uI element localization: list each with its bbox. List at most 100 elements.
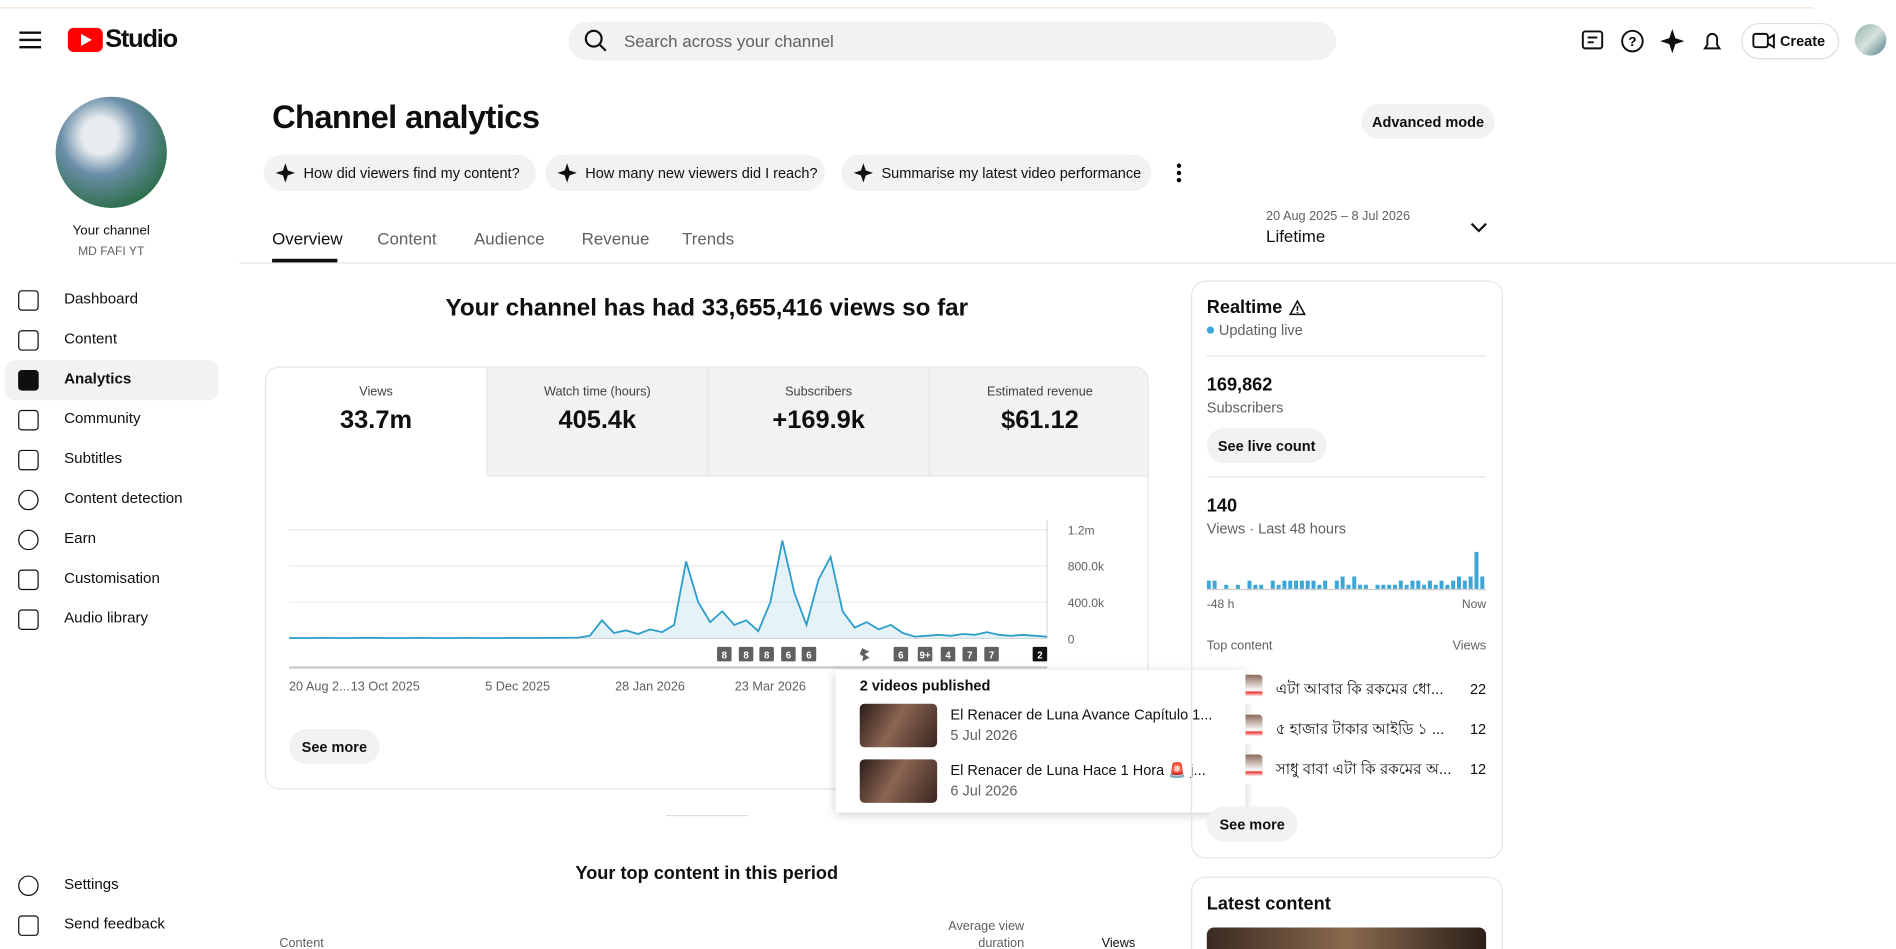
marker-count: 9+ bbox=[920, 650, 931, 661]
realtime-bar bbox=[1381, 584, 1386, 589]
metric-tab[interactable]: Subscribers +169.9k bbox=[708, 367, 930, 477]
video-marker[interactable] bbox=[738, 646, 754, 662]
realtime-bar bbox=[1270, 580, 1275, 589]
see-more-button[interactable]: See more bbox=[288, 729, 380, 765]
create-button[interactable] bbox=[1741, 22, 1840, 60]
realtime-bar bbox=[1462, 580, 1467, 589]
item-thumbnail[interactable] bbox=[1245, 674, 1263, 704]
nav-item[interactable]: Send feedback bbox=[64, 915, 165, 933]
tab[interactable]: Audience bbox=[474, 228, 545, 248]
create-label[interactable]: Create bbox=[1779, 32, 1826, 50]
live-count-button[interactable]: See live count bbox=[1206, 428, 1327, 464]
metric-label: Subscribers bbox=[785, 384, 853, 400]
metric-label: Estimated revenue bbox=[986, 384, 1093, 400]
realtime-bar bbox=[1474, 551, 1479, 589]
realtime-bar bbox=[1224, 584, 1229, 589]
account-avatar[interactable] bbox=[1854, 24, 1887, 56]
nav-item[interactable]: Earn bbox=[64, 529, 97, 547]
video-title[interactable]: El Renacer de Luna Avance Capítulo 1... bbox=[950, 706, 1213, 724]
advanced-button[interactable]: Advanced mode bbox=[1361, 103, 1495, 140]
item-thumbnail[interactable] bbox=[1245, 714, 1263, 744]
logo-icon[interactable] bbox=[67, 27, 104, 53]
x-tick-label: 13 Oct 2025 bbox=[351, 679, 420, 693]
x-tick-label: 28 Jan 2026 bbox=[615, 679, 685, 693]
nav-item[interactable]: Subtitles bbox=[64, 449, 123, 467]
video-thumbnail[interactable] bbox=[859, 703, 938, 748]
realtime-bar bbox=[1416, 580, 1421, 589]
nav-item[interactable]: Analytics bbox=[64, 370, 132, 387]
video-marker[interactable] bbox=[717, 646, 732, 662]
latest-thumbnail[interactable] bbox=[1206, 927, 1487, 949]
realtime-bar bbox=[1451, 580, 1456, 589]
prompt-text[interactable]: How did viewers find my content? bbox=[303, 164, 520, 182]
period-chevron[interactable] bbox=[1469, 220, 1488, 235]
more-icon[interactable] bbox=[1172, 162, 1187, 184]
views-line bbox=[288, 540, 1048, 639]
realtime-bar bbox=[1363, 584, 1368, 589]
tab[interactable]: Overview bbox=[272, 228, 343, 248]
search-placeholder[interactable]: Search across your channel bbox=[623, 31, 834, 51]
prompt-chip[interactable]: Summarise my latest video performance bbox=[841, 154, 1152, 192]
x-tick-label: 23 Mar 2026 bbox=[735, 679, 806, 693]
video-marker[interactable] bbox=[759, 646, 774, 662]
metric-tab[interactable]: Watch time (hours) 405.4k bbox=[487, 367, 709, 477]
subs-value: 169,862 bbox=[1206, 374, 1273, 396]
metric-value: +169.9k bbox=[772, 406, 865, 435]
column-views[interactable]: Views bbox=[1101, 935, 1136, 949]
item-thumbnail[interactable] bbox=[1245, 754, 1263, 784]
prompt-chip[interactable]: How did viewers find my content? bbox=[263, 154, 536, 192]
video-title[interactable]: El Renacer de Luna Hace 1 Hora 🚨 j... bbox=[950, 761, 1206, 779]
channel-avatar[interactable] bbox=[55, 96, 167, 208]
scroll-divider bbox=[666, 815, 749, 817]
search-box[interactable] bbox=[568, 21, 1337, 61]
item-title[interactable]: সাধু বাবা এটা কি রকমের অ... bbox=[1275, 760, 1452, 778]
divider bbox=[1206, 355, 1487, 357]
top-strip bbox=[0, 7, 1814, 9]
video-marker[interactable] bbox=[893, 646, 909, 662]
item-title[interactable]: এটা আবার কি রকমের ধো... bbox=[1275, 680, 1444, 698]
video-date: 5 Jul 2026 bbox=[950, 726, 1018, 744]
nav-icon bbox=[18, 290, 39, 311]
nav-item[interactable]: Community bbox=[64, 409, 141, 427]
tab[interactable]: Content bbox=[377, 228, 437, 248]
video-marker[interactable] bbox=[917, 646, 933, 662]
logo-text[interactable]: Studio bbox=[105, 25, 178, 54]
nav-item[interactable]: Settings bbox=[64, 875, 119, 893]
item-title[interactable]: ৫ হাজার টাকার আইডি ১ ... bbox=[1275, 720, 1445, 738]
video-marker[interactable] bbox=[1032, 646, 1048, 662]
prompt-text[interactable]: How many new viewers did I reach? bbox=[585, 164, 818, 182]
realtime-bar bbox=[1422, 584, 1427, 589]
prompt-text[interactable]: Summarise my latest video performance bbox=[881, 164, 1142, 182]
menu-icon[interactable] bbox=[17, 29, 44, 51]
nav-item[interactable]: Audio library bbox=[64, 609, 149, 627]
date-range[interactable]: 20 Aug 2025 – 8 Jul 2026 bbox=[1266, 209, 1411, 224]
realtime-see-more[interactable]: See more bbox=[1206, 806, 1298, 842]
realtime-bar bbox=[1468, 576, 1473, 589]
nav-item[interactable]: Customisation bbox=[64, 569, 160, 587]
realtime-bar bbox=[1340, 576, 1345, 589]
prompt-chip[interactable]: How many new viewers did I reach? bbox=[545, 154, 825, 192]
marker-count: 6 bbox=[806, 650, 812, 661]
period[interactable]: Lifetime bbox=[1266, 226, 1326, 246]
tab[interactable]: Revenue bbox=[581, 228, 650, 248]
nav-item[interactable]: Content bbox=[64, 330, 118, 348]
column-duration[interactable]: Average view duration bbox=[948, 918, 1025, 949]
video-marker[interactable] bbox=[962, 646, 978, 662]
video-marker[interactable] bbox=[984, 646, 999, 662]
nav-item[interactable]: Content detection bbox=[64, 489, 183, 507]
video-marker[interactable] bbox=[801, 646, 817, 662]
video-thumbnail[interactable] bbox=[859, 759, 938, 803]
metric-tab[interactable]: Estimated revenue $61.12 bbox=[929, 367, 1148, 477]
nav-item[interactable]: Dashboard bbox=[64, 290, 139, 308]
metric-tab[interactable]: Views 33.7m bbox=[266, 367, 488, 476]
tab[interactable]: Trends bbox=[681, 228, 735, 248]
video-marker[interactable] bbox=[781, 646, 796, 662]
video-marker[interactable] bbox=[940, 646, 956, 662]
realtime-bar bbox=[1439, 580, 1444, 589]
latest-card bbox=[1191, 876, 1504, 949]
shorts-marker[interactable] bbox=[859, 648, 870, 662]
realtime-bar bbox=[1305, 580, 1310, 589]
header-icons[interactable]: ? bbox=[1579, 27, 1724, 56]
nav-icon bbox=[18, 449, 39, 471]
